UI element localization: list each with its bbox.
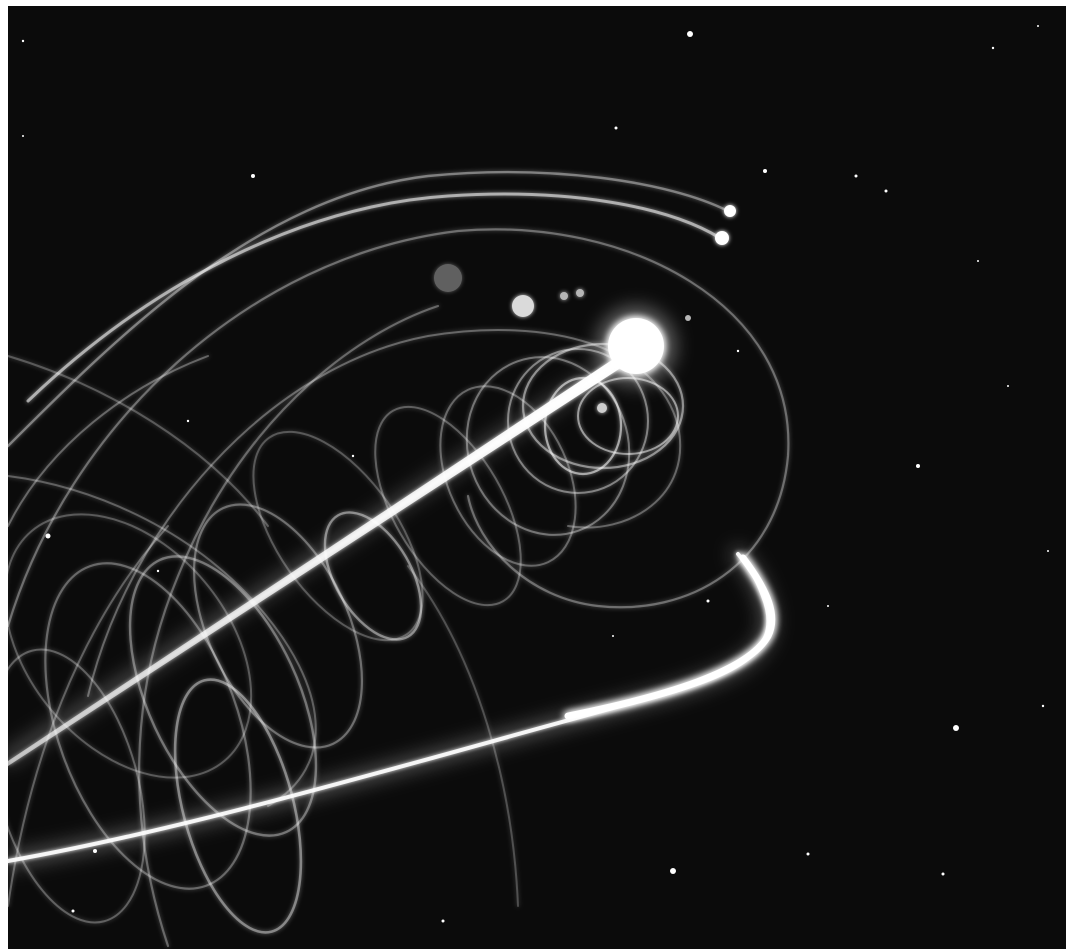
trail-head-1 xyxy=(724,205,736,217)
star xyxy=(352,455,354,457)
star xyxy=(46,534,51,539)
star xyxy=(916,464,920,468)
star xyxy=(615,127,618,130)
star xyxy=(72,910,75,913)
small-body-5 xyxy=(685,315,691,321)
small-body-1 xyxy=(512,295,534,317)
star xyxy=(855,175,858,178)
star xyxy=(1037,25,1039,27)
star xyxy=(707,600,710,603)
star xyxy=(977,260,979,262)
star xyxy=(763,169,767,173)
star xyxy=(442,920,445,923)
star xyxy=(22,40,24,42)
small-body-4 xyxy=(576,289,584,297)
star xyxy=(687,31,693,37)
star xyxy=(1047,550,1049,552)
star xyxy=(1007,385,1009,387)
night-sky xyxy=(8,6,1066,949)
star xyxy=(827,605,829,607)
photo-scene xyxy=(8,6,1066,949)
star xyxy=(670,868,676,874)
star xyxy=(942,873,945,876)
star xyxy=(885,190,888,193)
trail-head-2 xyxy=(715,231,729,245)
central-body xyxy=(608,318,664,374)
star xyxy=(612,635,614,637)
small-body-3 xyxy=(560,292,568,300)
orbit-trails-illustration xyxy=(8,6,1066,949)
star xyxy=(93,849,97,853)
star xyxy=(251,174,255,178)
star xyxy=(157,570,159,572)
star xyxy=(737,350,739,352)
star xyxy=(1042,705,1044,707)
star xyxy=(187,420,189,422)
star xyxy=(992,47,994,49)
star xyxy=(22,135,24,137)
small-body-6 xyxy=(597,403,607,413)
small-body-2 xyxy=(434,264,462,292)
star xyxy=(953,725,959,731)
star xyxy=(807,853,810,856)
